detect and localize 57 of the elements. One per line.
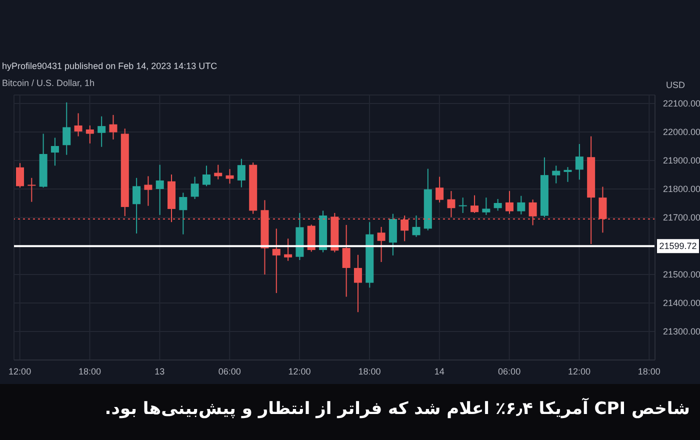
candlestick — [202, 165, 210, 187]
candlestick — [517, 195, 526, 215]
candlestick — [62, 102, 71, 156]
candlestick — [342, 224, 350, 298]
ref-line-label: 21599.72 — [659, 241, 697, 252]
x-tick-label: 06:00 — [498, 366, 521, 376]
x-tick-label: 13 — [154, 366, 165, 376]
y-tick-label: 21300.00 — [663, 326, 700, 337]
y-tick-label: 21800.00 — [663, 184, 700, 194]
y-tick-label: 21700.00 — [663, 212, 700, 223]
candlestick — [505, 190, 514, 214]
candlestick — [412, 215, 420, 238]
y-tick-label: 21900.00 — [663, 156, 700, 166]
x-tick-label: 06:00 — [218, 366, 241, 376]
candlestick — [482, 197, 490, 216]
candlestick — [179, 192, 188, 235]
y-tick-label: 22000.00 — [663, 127, 700, 138]
x-tick-label: 18:00 — [638, 366, 660, 376]
candlestick — [132, 177, 141, 234]
candlestick — [388, 213, 397, 256]
candlestick — [156, 164, 164, 216]
candlestick — [190, 176, 199, 200]
y-tick-label: 21500.00 — [663, 270, 700, 280]
x-tick-label: 12:00 — [568, 366, 591, 376]
x-tick-label: 18:00 — [78, 366, 102, 376]
candlestick — [16, 162, 24, 188]
candlestick — [494, 198, 502, 212]
x-tick-label: 12:00 — [288, 366, 311, 376]
candlestick — [575, 144, 584, 180]
candlestick — [144, 176, 152, 206]
candlestick — [470, 194, 479, 214]
text: hyProfile90431 published on Feb 14, 2023 14:13 UTC — [2, 61, 218, 71]
candlestick — [28, 177, 36, 202]
text: شاخص CPI آمریکا ۶٫۴٪ اعلام شد که فراتر از انتظار و پیش‌بینی‌ها بود. — [104, 399, 690, 419]
chart-subtitle: Bitcoin / U.S. Dollar, 1h — [2, 78, 95, 88]
candlestick — [284, 238, 292, 262]
candlestick — [50, 137, 59, 166]
candlestick — [377, 226, 386, 262]
candlestick — [226, 168, 234, 184]
x-tick-label: 12:00 — [8, 366, 32, 376]
candlestick — [98, 116, 106, 148]
x-tick-label: 14 — [434, 366, 444, 376]
candlestick — [86, 124, 94, 144]
candlestick — [237, 158, 246, 188]
x-tick-label: 18:00 — [358, 366, 381, 376]
y-axis-title: USD — [666, 80, 686, 90]
candlestick — [109, 114, 118, 140]
candlestick — [552, 165, 560, 184]
candlestick — [74, 112, 82, 137]
candlestick — [447, 190, 456, 218]
y-tick-label: 21400.00 — [663, 298, 700, 308]
candlestick — [436, 176, 444, 203]
candlestick — [458, 197, 467, 214]
y-tick-label: 22100.00 — [663, 98, 700, 109]
candlestick — [272, 228, 280, 294]
candlestick — [354, 254, 362, 313]
candlestick — [564, 166, 572, 182]
